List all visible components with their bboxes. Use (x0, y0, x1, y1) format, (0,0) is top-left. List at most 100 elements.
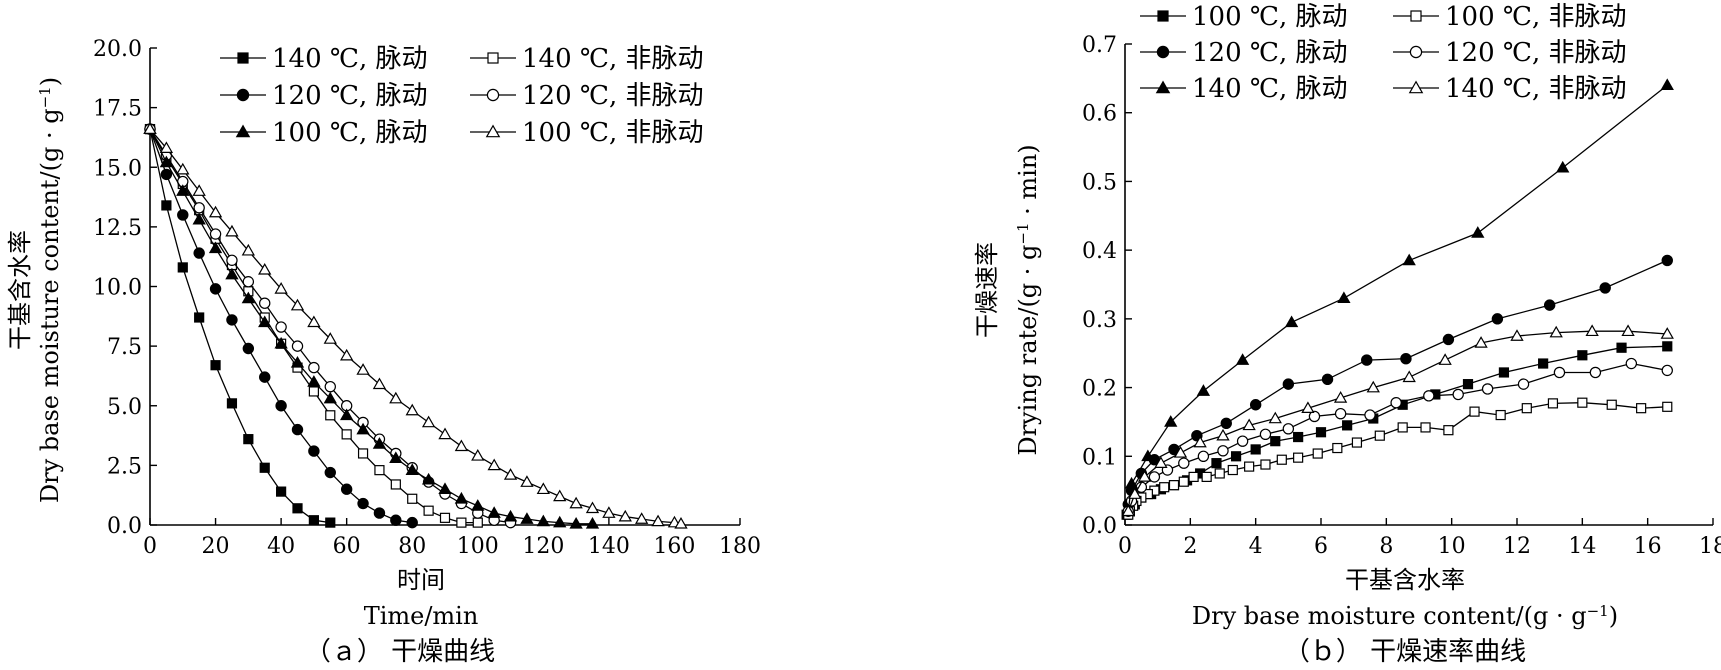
data-point (1402, 370, 1416, 383)
data-point (1538, 358, 1549, 369)
data-point (226, 398, 238, 409)
data-point (553, 489, 567, 502)
x-tick-label: 20 (202, 534, 230, 559)
x-tick-label: 6 (1314, 534, 1328, 559)
series-circle-filled (1122, 254, 1673, 511)
data-point (159, 141, 174, 153)
y-tick-label: 10.0 (93, 276, 142, 301)
panel-b-legend: 100 ℃, 脉动 100 ℃, 非脉动 120 ℃, 脉动 120 ℃, 非脉动 14… (1140, 2, 1627, 104)
data-point (341, 429, 352, 440)
legend-label: 100 ℃, 脉动 (272, 118, 428, 148)
legend-item: 120 ℃, 脉动 (220, 81, 428, 111)
data-point (1662, 341, 1673, 352)
legend-label: 140 ℃, 脉动 (1192, 74, 1348, 104)
legend-item: 100 ℃, 脉动 (1140, 2, 1348, 32)
data-point (407, 493, 418, 504)
data-point (324, 380, 336, 393)
legend-label: 100 ℃, 非脉动 (1445, 2, 1627, 32)
data-point (1227, 464, 1238, 476)
data-point (325, 517, 336, 528)
data-point (423, 505, 434, 516)
data-point (1556, 160, 1570, 173)
data-point (1471, 226, 1485, 238)
data-point (258, 262, 272, 275)
data-point (1282, 423, 1295, 435)
series-line (149, 128, 331, 524)
data-point (1577, 397, 1588, 408)
y-tick-label: 0.5 (1082, 170, 1117, 195)
data-point (372, 377, 387, 390)
data-point (1660, 78, 1674, 91)
legend-marker (237, 52, 249, 64)
data-point (325, 410, 336, 421)
data-point (390, 479, 401, 490)
data-point (618, 509, 632, 522)
data-point (1332, 442, 1343, 454)
data-point (356, 422, 370, 435)
data-point (177, 262, 188, 273)
data-point (1452, 388, 1464, 401)
data-point (143, 122, 157, 134)
data-point (1443, 425, 1454, 436)
data-point (340, 408, 354, 421)
data-point (1625, 357, 1638, 370)
series-square-filled (144, 123, 336, 528)
y-tick-label: 20.0 (93, 37, 142, 62)
data-point (1333, 391, 1348, 403)
data-point (274, 336, 288, 349)
legend-label: 140 ℃, 非脉动 (522, 44, 704, 74)
series-triangle-filled (1121, 78, 1674, 517)
data-point (438, 482, 452, 495)
data-point (1249, 399, 1262, 411)
data-point (421, 415, 436, 428)
legend-label: 120 ℃, 脉动 (272, 81, 428, 111)
series-triangle-open (1121, 324, 1674, 517)
data-point (1337, 291, 1351, 304)
data-point (308, 361, 320, 374)
x-tick-label: 4 (1249, 534, 1263, 559)
legend-label: 120 ℃, 非脉动 (1445, 38, 1627, 68)
data-point (405, 403, 419, 416)
data-point (1244, 461, 1255, 472)
x-tick-label: 18 (1699, 534, 1721, 559)
data-point (1217, 445, 1229, 457)
panel-b-ylabel-cn: 干燥速率 (973, 242, 1001, 338)
y-tick-label: 0.0 (1082, 514, 1117, 539)
data-point (208, 241, 223, 254)
data-point (1577, 350, 1588, 361)
panel-b-xlabel-cn: 干基含水率 (1345, 566, 1465, 594)
data-point (1236, 435, 1249, 447)
panel-b-ylabel-en: Drying rate/(g · g−1 · min) (1014, 144, 1042, 455)
y-tick-label: 0.3 (1082, 308, 1117, 333)
legend-item: 140 ℃, 非脉动 (470, 44, 704, 74)
data-point (503, 468, 518, 480)
data-point (1547, 398, 1559, 409)
data-point (438, 427, 452, 440)
data-point (585, 501, 600, 514)
data-point (1214, 468, 1225, 479)
data-point (1491, 313, 1504, 325)
data-point (1606, 399, 1617, 410)
x-tick-label: 100 (457, 534, 499, 559)
data-point (291, 340, 304, 352)
data-point (1128, 487, 1142, 499)
data-point (1312, 448, 1323, 459)
data-point (1148, 471, 1161, 483)
data-point (454, 439, 469, 452)
legend-marker (485, 124, 501, 138)
data-point (372, 437, 387, 449)
series-circle-open (1122, 357, 1673, 517)
data-point (194, 312, 205, 323)
data-point (1211, 458, 1222, 469)
legend-item: 120 ℃, 非脉动 (1393, 38, 1627, 68)
data-point (259, 371, 271, 383)
x-tick-label: 12 (1503, 534, 1531, 559)
x-tick-label: 2 (1183, 534, 1197, 559)
data-point (1661, 364, 1673, 377)
data-point (585, 516, 600, 529)
data-point (1197, 450, 1210, 462)
data-point (454, 491, 469, 504)
panel-a-series (143, 122, 688, 529)
data-point (276, 486, 287, 497)
legend-item: 140 ℃, 脉动 (220, 44, 428, 74)
